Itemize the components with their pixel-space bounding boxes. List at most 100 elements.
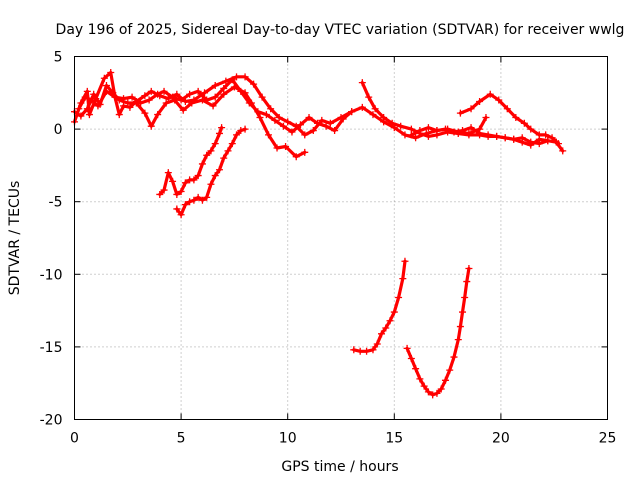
x-tick-label: 25: [599, 431, 617, 447]
data-point: [380, 113, 388, 121]
data-point: [211, 82, 219, 90]
data-point: [429, 391, 437, 399]
series-track-5: [456, 90, 562, 148]
data-point: [463, 278, 471, 286]
data-point: [198, 196, 206, 204]
data-point: [77, 112, 85, 120]
data-point: [397, 122, 405, 130]
data-point: [437, 385, 445, 393]
data-point: [203, 151, 211, 159]
plot-frame: [74, 56, 608, 420]
data-point: [241, 73, 249, 81]
data-point: [476, 129, 484, 137]
series-line: [405, 266, 471, 397]
data-point: [301, 131, 309, 139]
data-point: [412, 365, 420, 373]
data-point: [245, 99, 253, 107]
data-point: [467, 105, 475, 113]
data-point: [250, 80, 258, 88]
data-point: [456, 109, 464, 117]
data-point: [181, 98, 189, 106]
data-point: [482, 113, 490, 121]
data-point: [211, 140, 219, 148]
data-point: [554, 140, 562, 148]
data-point: [503, 105, 511, 113]
data-point: [495, 96, 503, 104]
data-point: [267, 105, 275, 113]
data-point: [388, 119, 396, 127]
data-point: [194, 172, 202, 180]
data-point: [535, 135, 543, 143]
data-point: [218, 124, 226, 132]
data-point: [147, 87, 155, 95]
y-tick-label: -10: [40, 267, 63, 283]
data-point: [111, 93, 119, 101]
data-point: [90, 90, 98, 98]
data-point: [433, 389, 441, 397]
data-point: [160, 87, 168, 95]
data-point: [365, 93, 373, 101]
data-point: [83, 105, 91, 113]
data-point: [237, 87, 245, 95]
y-axis-label: SDTVAR / TECUs: [7, 181, 23, 296]
data-point: [190, 176, 198, 184]
data-point: [83, 87, 91, 95]
data-point: [203, 193, 211, 201]
data-point: [169, 93, 177, 101]
y-tick-label: -5: [49, 195, 63, 211]
series-track-3: [75, 76, 356, 136]
data-point: [207, 180, 215, 188]
data-point: [363, 347, 371, 355]
data-point: [390, 308, 398, 316]
data-point: [120, 102, 128, 110]
data-point: [476, 98, 484, 106]
data-point: [265, 131, 273, 139]
data-point: [220, 84, 228, 92]
y-tick-label: 0: [54, 122, 63, 138]
data-point: [331, 127, 339, 135]
data-point: [301, 148, 309, 156]
data-point: [501, 134, 509, 142]
data-point: [424, 124, 432, 132]
series-line: [77, 78, 354, 134]
data-point: [186, 90, 194, 98]
data-point: [220, 154, 228, 162]
data-point: [177, 211, 185, 219]
data-point: [85, 111, 93, 119]
data-point: [188, 99, 196, 107]
data-point: [407, 355, 415, 363]
chart-title: Day 196 of 2025, Sidereal Day-to-day VTE…: [56, 22, 625, 38]
series-line: [360, 81, 565, 153]
data-point: [386, 317, 394, 325]
data-point: [233, 131, 241, 139]
data-point: [305, 113, 313, 121]
data-point: [186, 198, 194, 206]
data-point: [356, 347, 364, 355]
data-point: [454, 336, 462, 344]
data-point: [358, 103, 366, 111]
data-point: [401, 257, 409, 265]
x-tick-label: 15: [385, 431, 403, 447]
series-layer: [71, 68, 567, 399]
data-point: [378, 330, 386, 338]
data-point: [233, 73, 241, 81]
data-point: [181, 179, 189, 187]
data-point: [459, 127, 467, 135]
data-point: [256, 113, 264, 121]
data-point: [156, 190, 164, 198]
data-point: [282, 143, 290, 151]
data-point: [441, 376, 449, 384]
data-point: [450, 128, 458, 136]
data-point: [493, 132, 501, 140]
data-point: [100, 74, 108, 82]
data-point: [520, 119, 528, 127]
data-point: [318, 116, 326, 124]
data-point: [224, 147, 232, 155]
data-point: [450, 353, 458, 361]
data-point: [395, 294, 403, 302]
data-point: [399, 275, 407, 283]
data-point: [446, 366, 454, 374]
data-point: [424, 388, 432, 396]
data-point: [75, 105, 83, 113]
